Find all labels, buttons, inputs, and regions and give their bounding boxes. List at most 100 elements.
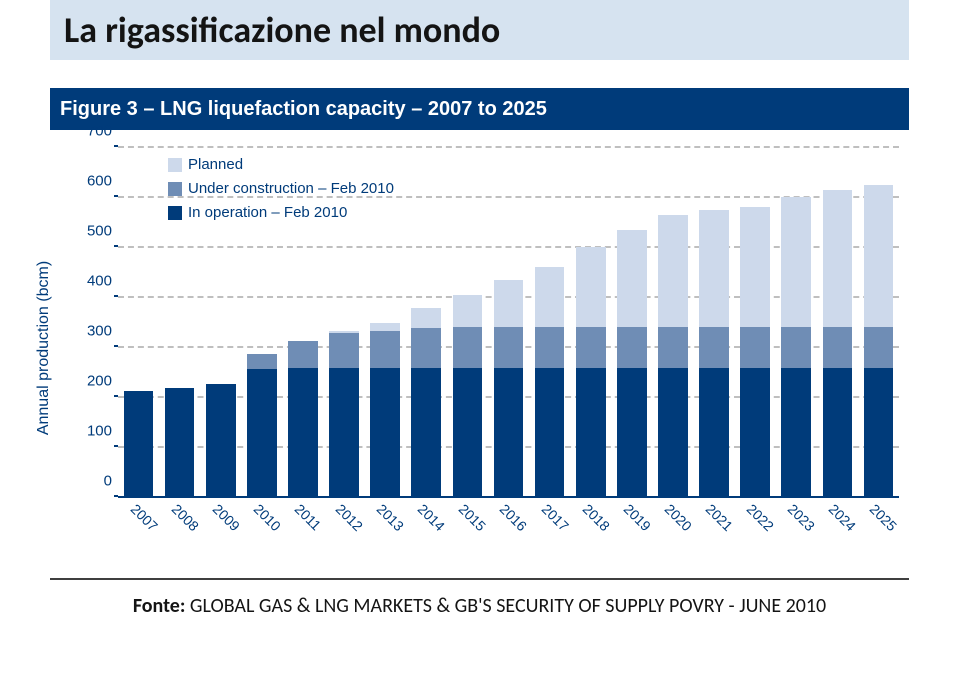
bar-segment-planned <box>370 323 400 331</box>
bar-stack <box>247 354 277 498</box>
xtick-label: 2022 <box>744 501 777 534</box>
bar-segment-in_operation <box>370 368 400 498</box>
bar-segment-in_operation <box>124 391 154 499</box>
bar-segment-in_operation <box>247 369 277 498</box>
bar-segment-under_construction <box>617 327 647 368</box>
source-text: GLOBAL GAS & LNG MARKETS & GB'S SECURITY… <box>190 594 826 618</box>
bar-segment-in_operation <box>411 368 441 498</box>
ytick-label: 0 <box>104 473 112 490</box>
xtick-label: 2018 <box>579 501 612 534</box>
bar-segment-under_construction <box>535 327 565 368</box>
bar-stack <box>699 210 729 499</box>
bar-stack <box>453 295 483 499</box>
bar-segment-planned <box>823 190 853 328</box>
bar-segment-under_construction <box>329 333 359 368</box>
bar-stack <box>165 388 195 498</box>
bar-stack <box>781 197 811 498</box>
bar-segment-under_construction <box>864 327 894 368</box>
bar-slot: 2025 <box>864 148 894 498</box>
bar-segment-under_construction <box>494 327 524 368</box>
legend-label: In operation – Feb 2010 <box>188 202 347 224</box>
y-axis-label: Annual production (bcm) <box>35 261 53 435</box>
bar-stack <box>494 280 524 499</box>
legend-swatch <box>168 206 182 220</box>
bar-segment-in_operation <box>288 368 318 498</box>
bar-segment-in_operation <box>823 368 853 498</box>
bar-slot: 2016 <box>494 148 524 498</box>
bar-segment-under_construction <box>411 328 441 368</box>
bar-segment-planned <box>494 280 524 328</box>
ytick-label: 400 <box>87 273 112 290</box>
bar-slot: 2019 <box>617 148 647 498</box>
divider <box>50 578 909 580</box>
bar-segment-in_operation <box>576 368 606 498</box>
bar-stack <box>370 323 400 498</box>
xtick-label: 2020 <box>662 501 695 534</box>
bar-stack <box>864 185 894 499</box>
bar-segment-in_operation <box>329 368 359 498</box>
bar-segment-under_construction <box>288 341 318 369</box>
bar-segment-in_operation <box>699 368 729 498</box>
chart: Annual production (bcm) 0100200300400500… <box>50 138 909 558</box>
ytick-mark <box>114 145 118 147</box>
bar-segment-under_construction <box>453 327 483 368</box>
bar-segment-planned <box>535 267 565 327</box>
bar-segment-under_construction <box>740 327 770 368</box>
legend-swatch <box>168 182 182 196</box>
xtick-label: 2023 <box>785 501 818 534</box>
ytick-label: 100 <box>87 423 112 440</box>
bar-slot: 2024 <box>823 148 853 498</box>
bar-slot: 2022 <box>740 148 770 498</box>
ytick-label: 600 <box>87 173 112 190</box>
bar-segment-planned <box>781 197 811 327</box>
bar-stack <box>206 384 236 498</box>
bar-stack <box>124 391 154 499</box>
xtick-label: 2017 <box>538 501 571 534</box>
xtick-label: 2009 <box>209 501 242 534</box>
bar-slot: 2007 <box>124 148 154 498</box>
xtick-label: 2024 <box>826 501 859 534</box>
legend-label: Under construction – Feb 2010 <box>188 178 394 200</box>
source-line: Fonte: GLOBAL GAS & LNG MARKETS & GB'S S… <box>50 594 909 618</box>
xtick-label: 2016 <box>497 501 530 534</box>
bar-stack <box>823 190 853 499</box>
xtick-label: 2013 <box>374 501 407 534</box>
bar-slot: 2015 <box>453 148 483 498</box>
xtick-label: 2007 <box>127 501 160 534</box>
legend-swatch <box>168 158 182 172</box>
xtick-label: 2019 <box>620 501 653 534</box>
bar-stack <box>576 247 606 498</box>
bar-slot: 2023 <box>781 148 811 498</box>
bar-segment-in_operation <box>494 368 524 498</box>
source-label: Fonte: <box>133 594 190 618</box>
page-title: La rigassificazione nel mondo <box>64 8 500 52</box>
bar-stack <box>329 331 359 499</box>
bar-segment-under_construction <box>699 327 729 368</box>
plot-area: 0100200300400500600700200720082009201020… <box>118 148 899 498</box>
bar-segment-planned <box>699 210 729 328</box>
bar-segment-planned <box>864 185 894 328</box>
bar-stack <box>411 308 441 498</box>
xtick-label: 2012 <box>333 501 366 534</box>
bar-segment-planned <box>453 295 483 328</box>
legend-row: Under construction – Feb 2010 <box>168 178 394 200</box>
bar-segment-planned <box>411 308 441 328</box>
bar-segment-under_construction <box>658 327 688 368</box>
bar-segment-planned <box>658 215 688 328</box>
xtick-label: 2014 <box>415 501 448 534</box>
bar-stack <box>740 207 770 498</box>
bar-segment-in_operation <box>864 368 894 498</box>
bar-segment-planned <box>617 230 647 328</box>
bar-segment-in_operation <box>781 368 811 498</box>
ytick-label: 200 <box>87 373 112 390</box>
legend-row: Planned <box>168 154 394 176</box>
legend-row: In operation – Feb 2010 <box>168 202 394 224</box>
bar-segment-in_operation <box>535 368 565 498</box>
figure-banner: Figure 3 – LNG liquefaction capacity – 2… <box>50 88 909 130</box>
bar-segment-planned <box>740 207 770 327</box>
figure-banner-text: Figure 3 – LNG liquefaction capacity – 2… <box>60 98 547 121</box>
ytick-label: 300 <box>87 323 112 340</box>
bar-slot: 2018 <box>576 148 606 498</box>
bar-segment-under_construction <box>823 327 853 368</box>
xtick-label: 2021 <box>703 501 736 534</box>
